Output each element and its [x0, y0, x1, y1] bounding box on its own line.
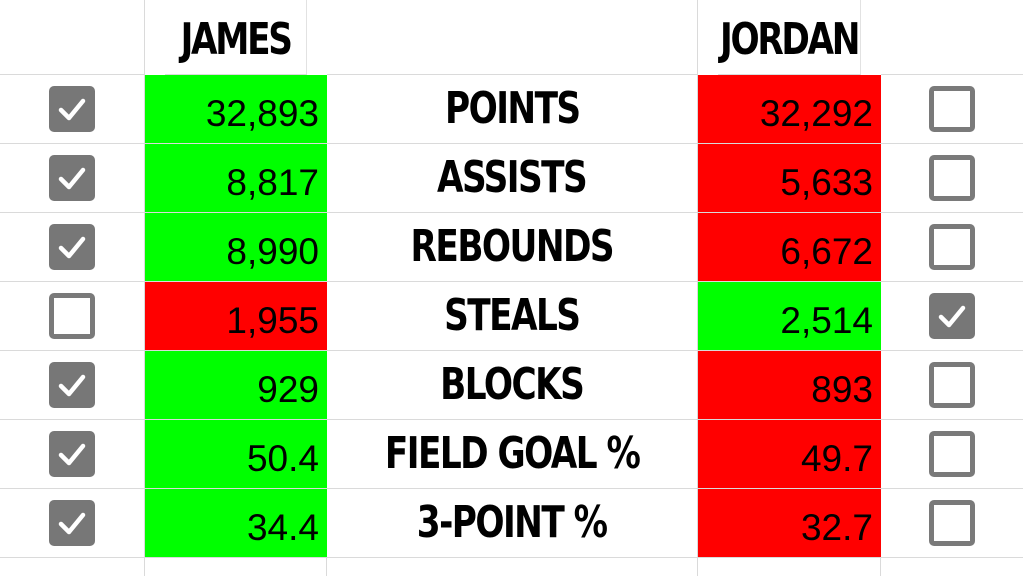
right-checkbox-cell: [881, 420, 1023, 489]
left-checkbox[interactable]: [49, 155, 95, 201]
player-name-right: JORDAN: [718, 0, 861, 75]
right-checkbox-cell: [881, 351, 1023, 420]
left-stat-value: 8,817: [145, 144, 327, 213]
header-blank-left: [0, 0, 145, 75]
trailing-blank-right-value-cell: [698, 558, 881, 576]
right-checkbox-cell: [881, 144, 1023, 213]
right-stat-value: 32,292: [698, 75, 881, 144]
right-checkbox[interactable]: [929, 86, 975, 132]
left-checkbox[interactable]: [49, 362, 95, 408]
left-checkbox-cell: [0, 282, 145, 351]
left-checkbox-cell: [0, 351, 145, 420]
right-stat-value: 2,514: [698, 282, 881, 351]
left-checkbox[interactable]: [49, 224, 95, 270]
right-stat-value: 5,633: [698, 144, 881, 213]
stat-label-text: POINTS: [444, 83, 581, 134]
stat-label-text: 3-POINT %: [417, 497, 608, 548]
stat-label: FIELD GOAL %: [327, 420, 698, 489]
header-blank-middle: [327, 0, 698, 75]
player-name-left: JAMES: [165, 0, 307, 75]
checkmark-icon: [938, 305, 966, 328]
checkmark-icon: [58, 374, 86, 397]
left-checkbox-cell: [0, 420, 145, 489]
right-stat-value: 32.7: [698, 489, 881, 558]
right-checkbox[interactable]: [929, 224, 975, 270]
right-stat-value: 6,672: [698, 213, 881, 282]
checkmark-icon: [58, 512, 86, 535]
stat-label: BLOCKS: [327, 351, 698, 420]
stat-label: 3-POINT %: [327, 489, 698, 558]
checkmark-icon: [58, 236, 86, 259]
checkmark-icon: [58, 167, 86, 190]
stat-label: REBOUNDS: [327, 213, 698, 282]
stat-label-text: BLOCKS: [440, 359, 585, 410]
left-stat-value: 34.4: [145, 489, 327, 558]
left-checkbox[interactable]: [49, 86, 95, 132]
left-checkbox-cell: [0, 75, 145, 144]
trailing-blank-left-cell: [0, 558, 145, 576]
left-stat-value: 50.4: [145, 420, 327, 489]
checkmark-icon: [58, 98, 86, 121]
left-checkbox-cell: [0, 144, 145, 213]
right-checkbox[interactable]: [929, 362, 975, 408]
right-checkbox[interactable]: [929, 155, 975, 201]
left-checkbox[interactable]: [49, 500, 95, 546]
stat-label-text: REBOUNDS: [410, 221, 615, 272]
header-blank-right: [881, 0, 1023, 75]
left-stat-value: 8,990: [145, 213, 327, 282]
stat-label: ASSISTS: [327, 144, 698, 213]
right-checkbox-cell: [881, 75, 1023, 144]
left-checkbox[interactable]: [49, 293, 95, 339]
stat-label: POINTS: [327, 75, 698, 144]
left-stat-value: 32,893: [145, 75, 327, 144]
right-checkbox[interactable]: [929, 500, 975, 546]
trailing-blank-middle-cell: [327, 558, 698, 576]
left-checkbox-cell: [0, 489, 145, 558]
right-stat-value: 49.7: [698, 420, 881, 489]
trailing-blank-right-cell: [881, 558, 1023, 576]
right-checkbox[interactable]: [929, 293, 975, 339]
right-checkbox-cell: [881, 213, 1023, 282]
right-stat-value: 893: [698, 351, 881, 420]
left-stat-value: 929: [145, 351, 327, 420]
left-checkbox[interactable]: [49, 431, 95, 477]
stat-label-text: STEALS: [444, 290, 581, 341]
stat-label-text: ASSISTS: [437, 152, 588, 203]
checkmark-icon: [58, 443, 86, 466]
right-checkbox-cell: [881, 282, 1023, 351]
stat-label: STEALS: [327, 282, 698, 351]
stat-label-text: FIELD GOAL %: [384, 428, 641, 479]
trailing-blank-left-value-cell: [145, 558, 327, 576]
right-checkbox-cell: [881, 489, 1023, 558]
left-checkbox-cell: [0, 213, 145, 282]
right-checkbox[interactable]: [929, 431, 975, 477]
left-stat-value: 1,955: [145, 282, 327, 351]
